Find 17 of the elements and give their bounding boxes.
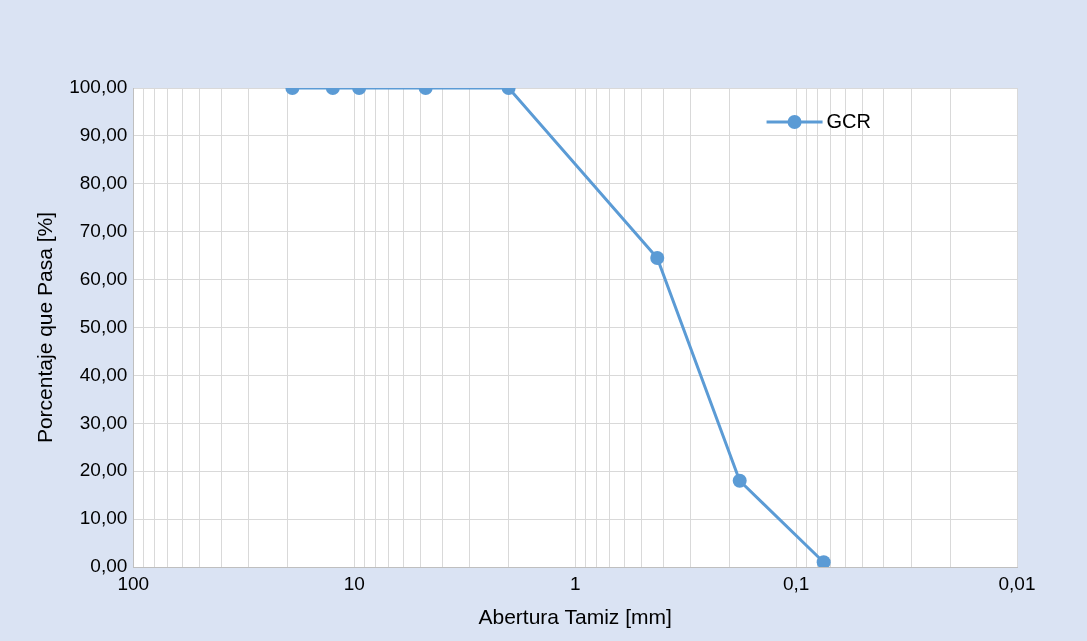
legend-label: GCR (826, 109, 872, 132)
y-tick-label: 40,00 (79, 363, 128, 385)
y-tick-label: 70,00 (79, 219, 128, 241)
x-tick-label: 10 (343, 572, 365, 594)
y-tick-label: 60,00 (79, 267, 128, 289)
y-tick-label: 10,00 (79, 507, 128, 529)
x-axis-title: Abertura Tamiz [mm] (478, 605, 672, 629)
x-tick-label: 0,1 (782, 572, 810, 594)
y-tick-label: 80,00 (79, 172, 128, 194)
y-axis-title: Porcentaje que Pasa [%] (33, 211, 57, 444)
y-tick-label: 90,00 (79, 124, 128, 146)
x-tick-label: 0,01 (998, 572, 1036, 594)
y-tick-label: 20,00 (79, 459, 128, 481)
y-tick-label: 50,00 (79, 315, 128, 337)
y-tick-label: 100,00 (69, 76, 128, 98)
x-tick-label: 1 (569, 572, 581, 594)
y-tick-label: 30,00 (79, 411, 128, 433)
